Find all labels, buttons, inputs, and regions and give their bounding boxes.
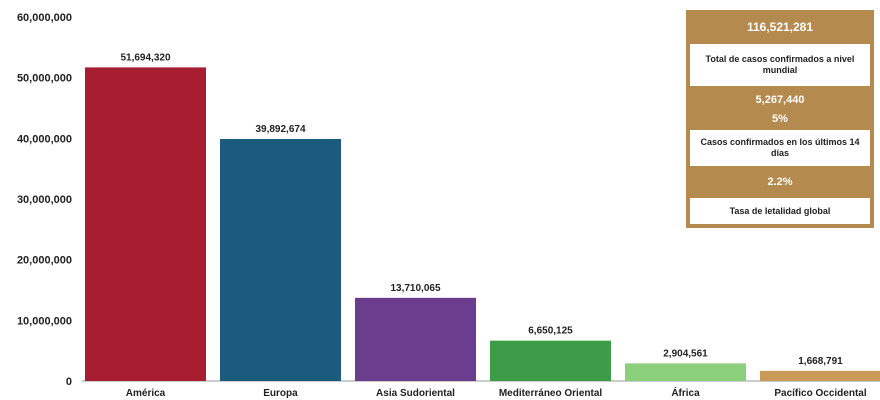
y-tick-label: 60,000,000 [17,12,72,24]
y-tick-label: 30,000,000 [17,194,72,206]
x-tick-label: América [126,388,166,399]
y-axis: 0 10,000,000 20,000,000 30,000,000 40,000,00… [17,12,880,388]
bar [85,67,206,382]
lethality-label: Tasa de letalidad global [690,198,870,224]
data-label: 6,650,125 [528,326,573,337]
data-labels: 51,694,320 39,892,674 13,710,065 6,650,125 2… [120,52,843,366]
summary-panel: 116,521,281 Total de casos confirmados a… [686,10,874,228]
data-label: 13,710,065 [390,283,440,294]
y-tick-label: 20,000,000 [17,255,72,267]
x-tick-label: Europa [263,388,298,399]
data-label: 1,668,791 [798,356,843,367]
y-tick-label: 10,000,000 [17,315,72,327]
x-tick-label: Pacífico Occidental [774,388,866,399]
y-tick-label: 40,000,000 [17,133,72,145]
data-label: 2,904,561 [663,348,708,359]
recent-cases-percent: 5% [772,113,788,125]
data-label: 39,892,674 [255,124,305,135]
bar [220,138,341,381]
x-tick-label: África [671,386,700,399]
x-axis: América Europa Asia Sudoriental Mediterráne… [126,386,867,399]
data-label: 51,694,320 [120,52,170,63]
bar [760,370,880,381]
y-tick-label: 0 [66,376,72,388]
x-tick-label: Asia Sudoriental [376,388,455,399]
lethality-value: 2.2% [767,176,793,188]
total-cases-label: Total de casos confirmados a nivel mundi… [690,44,870,86]
bar [355,297,476,381]
x-tick-label: Mediterráneo Oriental [499,388,603,399]
recent-cases-label: Casos confirmados en los últimos 14 días [690,130,870,166]
bar [490,340,611,381]
y-tick-label: 50,000,000 [17,73,72,85]
total-cases-value: 116,521,281 [746,20,814,34]
recent-cases-value: 5,267,440 [755,94,805,106]
bar [625,363,746,381]
bars [85,67,880,382]
